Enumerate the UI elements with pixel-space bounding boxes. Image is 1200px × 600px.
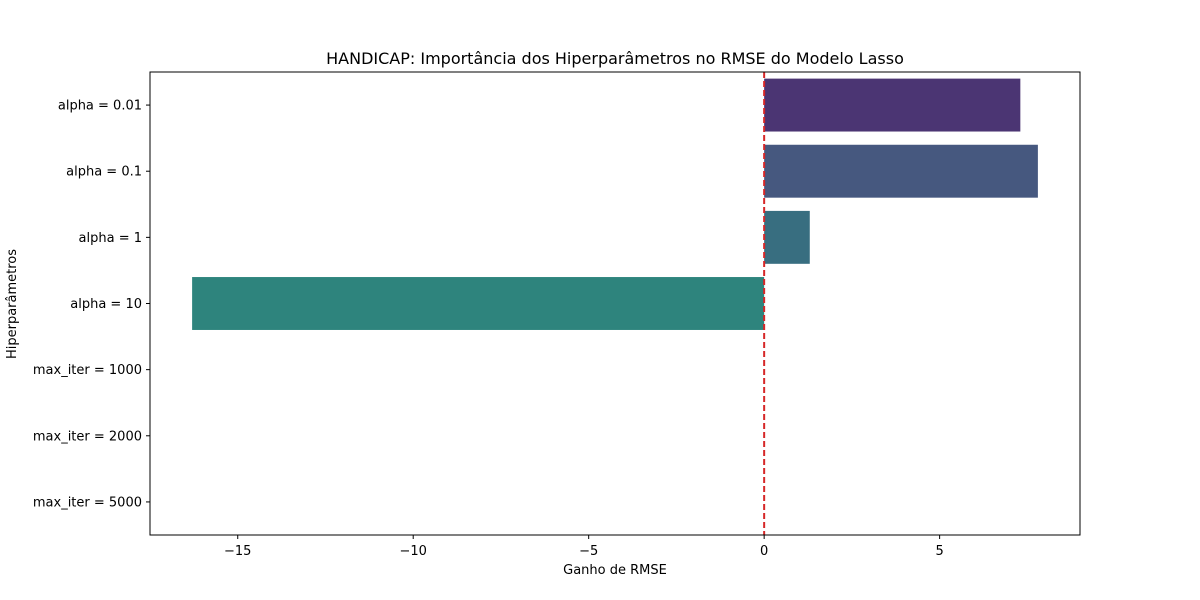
y-tick-label: alpha = 0.01 xyxy=(58,99,142,114)
x-axis-ticks: −15 −10 −5 0 5 xyxy=(224,535,944,559)
x-tick-label: −5 xyxy=(579,544,598,559)
x-tick-label: 0 xyxy=(760,544,768,559)
x-tick-label: 5 xyxy=(935,544,943,559)
y-axis-ticks: alpha = 0.01 alpha = 0.1 alpha = 1 alpha = … xyxy=(33,99,150,510)
y-axis-label: Hiperparâmetros xyxy=(5,249,20,359)
y-tick-label: alpha = 0.1 xyxy=(66,165,142,180)
bars-group xyxy=(192,78,1038,330)
y-tick-label: max_iter = 1000 xyxy=(33,363,142,378)
bar xyxy=(764,144,1038,198)
bar xyxy=(192,277,765,330)
y-tick-label: alpha = 10 xyxy=(70,297,142,312)
bar xyxy=(764,210,810,264)
x-tick-label: −10 xyxy=(399,544,426,559)
y-tick-label: max_iter = 2000 xyxy=(33,429,142,444)
chart-title: HANDICAP: Importância dos Hiperparâmetro… xyxy=(326,49,904,68)
x-axis-label: Ganho de RMSE xyxy=(563,563,667,578)
x-tick-label: −15 xyxy=(224,544,251,559)
bar xyxy=(764,78,1021,132)
y-tick-label: max_iter = 5000 xyxy=(33,495,142,510)
y-tick-label: alpha = 1 xyxy=(79,231,142,246)
